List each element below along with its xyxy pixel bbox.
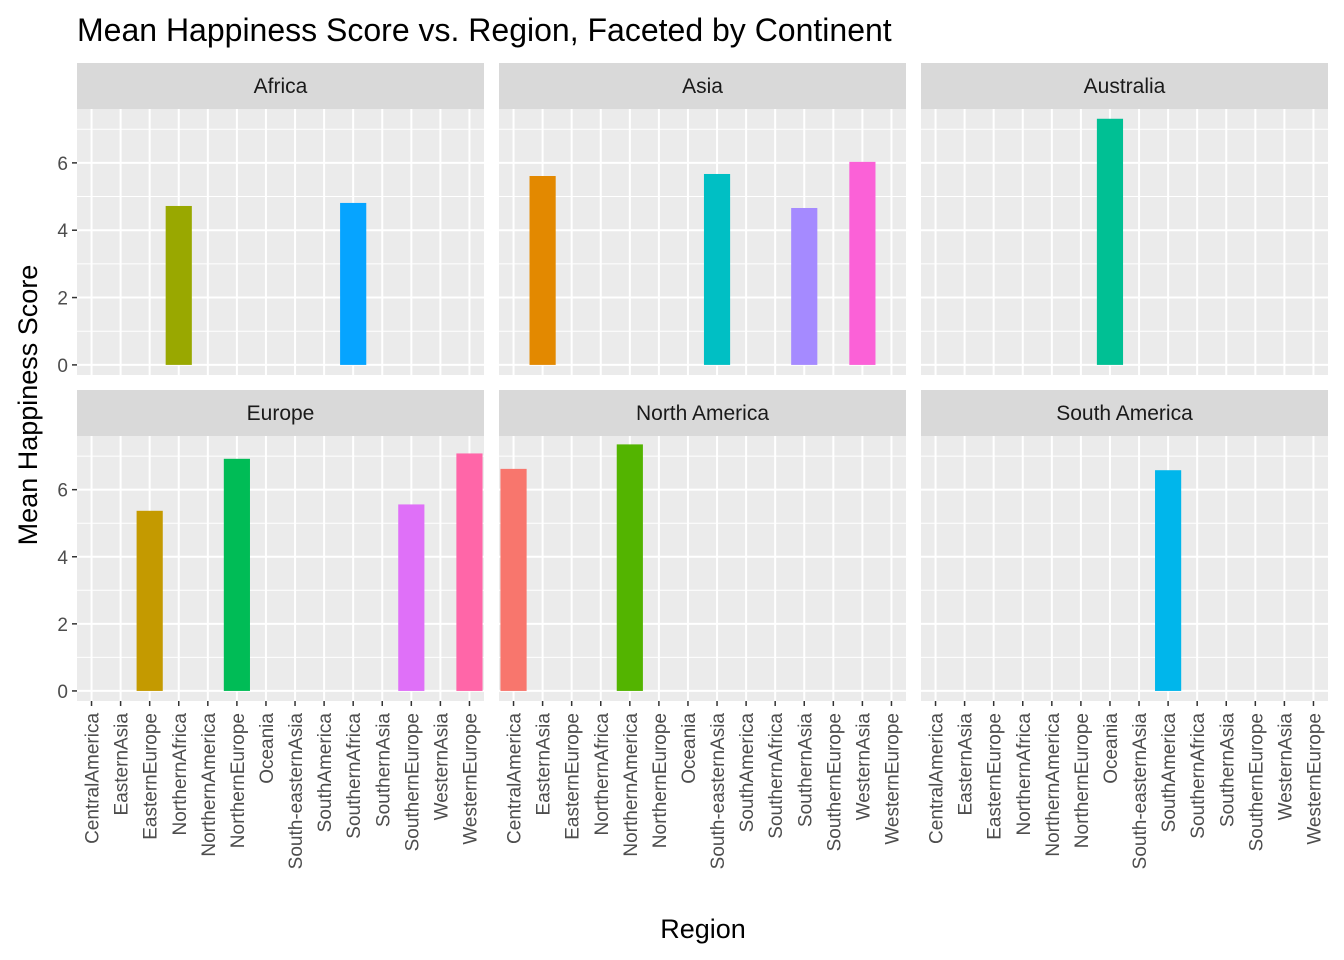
x-tick-label: EasternAsia bbox=[956, 713, 977, 816]
y-tick-label: 4 bbox=[57, 221, 68, 242]
bar-asia-westernasia bbox=[849, 161, 876, 365]
bar-europe-westerneurope bbox=[456, 453, 483, 691]
bar-asia-south-easternasia bbox=[703, 173, 731, 365]
x-tick-label: SouthernAfrica bbox=[1188, 713, 1209, 839]
x-tick-label: CentralAmerica bbox=[83, 713, 104, 844]
bar-south-america-southamerica bbox=[1155, 470, 1182, 691]
x-tick-label: NorthernEurope bbox=[1072, 713, 1093, 848]
x-tick-label: WesternAsia bbox=[431, 713, 452, 821]
facet-australia: Australia bbox=[921, 63, 1328, 375]
facet-panels: Africa 0 2 4 6 Asia Australia Europe 0 2 4 6 Central… bbox=[57, 63, 1328, 869]
x-tick-label: NorthernAfrica bbox=[592, 713, 613, 836]
facet-strip-label: South America bbox=[1056, 402, 1193, 425]
x-tick-label: WesternAsia bbox=[853, 713, 874, 821]
x-tick-label: SouthAmerica bbox=[315, 713, 336, 833]
x-tick-label: NorthernAmerica bbox=[621, 713, 642, 857]
x-tick-label: EasternAsia bbox=[112, 713, 133, 816]
bar-north-america-centralamerica bbox=[500, 468, 527, 691]
panel-background bbox=[77, 109, 484, 375]
facet-strip bbox=[77, 390, 484, 436]
x-tick-label: South-easternAsia bbox=[1130, 713, 1151, 870]
x-tick-label: WesternEurope bbox=[882, 713, 903, 845]
x-axis-title: Region bbox=[660, 914, 746, 944]
facet-south-america: South America CentralAmerica EasternAsia Ea… bbox=[921, 390, 1328, 869]
x-tick-label: SouthernAfrica bbox=[344, 713, 365, 839]
chart-title: Mean Happiness Score vs. Region, Faceted… bbox=[77, 12, 892, 48]
facet-strip-label: Africa bbox=[254, 75, 308, 98]
facet-strip bbox=[921, 63, 1328, 109]
y-tick-label: 0 bbox=[57, 356, 68, 377]
facet-asia: Asia bbox=[499, 63, 906, 375]
facet-strip-label: Australia bbox=[1084, 75, 1166, 98]
x-tick-label: EasternEurope bbox=[985, 713, 1006, 840]
x-tick-label: Oceania bbox=[1101, 713, 1122, 784]
y-tick-label: 0 bbox=[57, 682, 68, 703]
x-tick-label: EasternEurope bbox=[141, 713, 162, 840]
x-tick-label: SouthAmerica bbox=[737, 713, 758, 833]
facet-strip bbox=[77, 63, 484, 109]
panel-background bbox=[499, 436, 906, 701]
x-tick-label: NorthernAmerica bbox=[1043, 713, 1064, 857]
x-tick-label: Oceania bbox=[679, 713, 700, 784]
x-tick-label: WesternEurope bbox=[460, 713, 481, 845]
bar-north-america-northernamerica bbox=[616, 444, 643, 691]
x-tick-label: SouthernEurope bbox=[402, 713, 423, 851]
y-tick-label: 2 bbox=[57, 289, 68, 310]
facet-strip-label: Asia bbox=[682, 75, 723, 98]
x-tick-label: WesternEurope bbox=[1304, 713, 1325, 845]
bar-europe-southerneurope bbox=[398, 504, 425, 691]
bar-asia-easternasia bbox=[529, 176, 556, 365]
x-tick-label: EasternAsia bbox=[534, 713, 555, 816]
panel-background bbox=[921, 436, 1328, 701]
x-tick-label: NorthernEurope bbox=[650, 713, 671, 848]
panel-background bbox=[921, 109, 1328, 375]
x-tick-label: NorthernAfrica bbox=[170, 713, 191, 836]
x-tick-label: WesternAsia bbox=[1275, 713, 1296, 821]
x-tick-label: South-easternAsia bbox=[708, 713, 729, 870]
x-tick-label: CentralAmerica bbox=[927, 713, 948, 844]
y-axis-title: Mean Happiness Score bbox=[13, 265, 43, 546]
y-tick-label: 2 bbox=[57, 615, 68, 636]
facet-strip bbox=[499, 390, 906, 436]
bar-europe-easterneurope bbox=[136, 510, 163, 691]
panel-background bbox=[499, 109, 906, 375]
bar-europe-northerneurope bbox=[223, 458, 250, 691]
facet-strip-label: North America bbox=[636, 402, 769, 425]
y-tick-label: 6 bbox=[57, 481, 68, 502]
x-tick-label: SouthernEurope bbox=[1246, 713, 1267, 851]
facet-europe: Europe 0 2 4 6 CentralAmerica EasternAsia Easte… bbox=[57, 390, 484, 869]
x-tick-label: SouthernAsia bbox=[1217, 713, 1238, 828]
x-tick-label: Oceania bbox=[257, 713, 278, 784]
facet-africa: Africa 0 2 4 6 bbox=[57, 63, 484, 377]
facet-strip bbox=[921, 390, 1328, 436]
bar-africa-southernafrica bbox=[340, 202, 367, 365]
x-tick-label: SouthernAfrica bbox=[766, 713, 787, 839]
x-tick-label: NorthernAfrica bbox=[1014, 713, 1035, 836]
bar-africa-northernafrica bbox=[165, 205, 192, 365]
y-tick-label: 6 bbox=[57, 154, 68, 175]
x-tick-label: South-easternAsia bbox=[286, 713, 307, 870]
bar-australia-oceania bbox=[1096, 118, 1124, 365]
x-tick-label: SouthernAsia bbox=[795, 713, 816, 828]
x-tick-label: SouthernEurope bbox=[824, 713, 845, 851]
facet-north-america: North America CentralAmerica EasternAsia Ea… bbox=[499, 390, 906, 869]
facet-strip bbox=[499, 63, 906, 109]
bar-asia-southernasia bbox=[791, 207, 818, 365]
x-tick-label: NorthernAmerica bbox=[199, 713, 220, 857]
facet-strip-label: Europe bbox=[247, 402, 315, 425]
y-tick-label: 4 bbox=[57, 548, 68, 569]
x-tick-label: CentralAmerica bbox=[505, 713, 526, 844]
x-tick-label: SouthernAsia bbox=[373, 713, 394, 828]
x-tick-label: NorthernEurope bbox=[228, 713, 249, 848]
x-tick-label: EasternEurope bbox=[563, 713, 584, 840]
x-tick-label: SouthAmerica bbox=[1159, 713, 1180, 833]
